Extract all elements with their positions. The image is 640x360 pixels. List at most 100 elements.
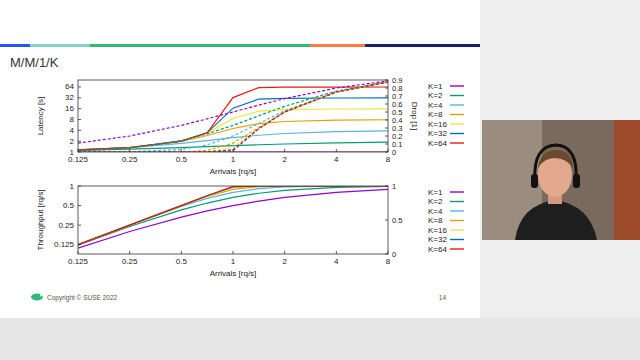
y-tick bbox=[78, 119, 81, 120]
y2-tick bbox=[385, 120, 388, 121]
y2-tick bbox=[385, 186, 388, 187]
series-line bbox=[78, 189, 388, 248]
x-tick-label: 1 bbox=[231, 257, 236, 266]
y2-tick-label: 0.8 bbox=[392, 84, 402, 93]
x-tick-label: 0.5 bbox=[176, 257, 188, 266]
y2-tick-label: 0.5 bbox=[392, 108, 402, 117]
y2-tick bbox=[385, 112, 388, 113]
webcam-shirt bbox=[515, 200, 597, 240]
y2-tick bbox=[385, 88, 388, 89]
slide-background bbox=[0, 0, 480, 318]
chart: 0.1250.250.512480.1250.250.5100.51Arriva… bbox=[36, 182, 465, 279]
series-line bbox=[78, 186, 388, 245]
y2-tick-label: 0.2 bbox=[392, 132, 402, 141]
y-tick bbox=[78, 108, 81, 109]
y-tick-label: 1 bbox=[70, 182, 75, 191]
legend-swatch bbox=[450, 229, 464, 230]
y2-tick bbox=[385, 128, 388, 129]
legend-swatch bbox=[450, 201, 464, 202]
y2-tick bbox=[385, 80, 388, 81]
x-tick-label: 4 bbox=[334, 257, 339, 266]
series-line bbox=[78, 186, 388, 245]
series-line bbox=[78, 186, 388, 245]
y2-tick-label: 1 bbox=[392, 182, 396, 191]
y-tick bbox=[78, 130, 81, 131]
y-tick bbox=[78, 141, 81, 142]
legend: K=1K=2K=4K=8K=16K=32K=64 bbox=[428, 188, 464, 254]
y2-tick-label: 0.4 bbox=[392, 116, 402, 125]
series-line bbox=[78, 87, 388, 150]
plot-lines bbox=[78, 81, 388, 152]
x-tick bbox=[129, 149, 130, 152]
y-tick-label: 32 bbox=[65, 93, 74, 102]
drop-line bbox=[78, 82, 388, 152]
x-axis-title: Arrivals [rq/s] bbox=[210, 269, 257, 278]
x-tick bbox=[181, 251, 182, 254]
suse-logo-eye bbox=[40, 295, 42, 297]
legend-label: K=4 bbox=[428, 101, 443, 110]
suse-logo bbox=[31, 294, 43, 301]
legend-label: K=2 bbox=[428, 197, 443, 206]
legend-swatch bbox=[450, 210, 464, 211]
legend-label: K=16 bbox=[428, 120, 447, 129]
y-tick bbox=[78, 205, 81, 206]
x-tick-label: 8 bbox=[386, 257, 391, 266]
drop-line bbox=[78, 82, 388, 152]
legend-swatch bbox=[450, 142, 464, 143]
y-tick bbox=[78, 86, 81, 87]
legend: K=1K=2K=4K=8K=16K=32K=64 bbox=[428, 82, 464, 148]
y-tick bbox=[78, 152, 81, 153]
x-tick bbox=[181, 149, 182, 152]
x-tick bbox=[233, 149, 234, 152]
legend-swatch bbox=[450, 220, 464, 221]
series-line bbox=[78, 186, 388, 245]
legend-label: K=1 bbox=[428, 188, 443, 197]
webcam-background bbox=[482, 120, 640, 240]
x-tick bbox=[78, 149, 79, 152]
webcam bbox=[482, 120, 640, 240]
x-tick-label: 4 bbox=[334, 155, 339, 164]
legend-label: K=8 bbox=[428, 110, 443, 119]
x-tick-label: 2 bbox=[282, 257, 287, 266]
drop-line bbox=[78, 82, 388, 152]
y-axis-title: Latency [s] bbox=[36, 97, 45, 136]
header-bar bbox=[90, 44, 310, 47]
drop-line bbox=[78, 82, 388, 152]
y2-tick-label: 0.3 bbox=[392, 124, 402, 133]
y2-tick bbox=[385, 254, 388, 255]
y2-axis-title: Drop [1] bbox=[410, 102, 419, 130]
y-tick bbox=[78, 186, 81, 187]
y2-tick bbox=[385, 96, 388, 97]
x-tick-label: 0.5 bbox=[176, 155, 188, 164]
y-tick-label: 0.5 bbox=[63, 201, 75, 210]
legend-label: K=1 bbox=[428, 82, 443, 91]
y-tick-label: 0.125 bbox=[54, 240, 75, 249]
series-line bbox=[78, 98, 388, 150]
legend-label: K=8 bbox=[428, 216, 443, 225]
y2-tick-label: 0.5 bbox=[392, 216, 402, 225]
webcam-earcup bbox=[573, 174, 580, 188]
x-tick bbox=[336, 149, 337, 152]
legend-label: K=4 bbox=[428, 207, 443, 216]
x-tick bbox=[284, 251, 285, 254]
y2-tick-label: 0.7 bbox=[392, 92, 402, 101]
drop-line bbox=[78, 82, 388, 152]
plot-frame bbox=[78, 186, 388, 254]
footer-text: Copyright © SUSE 2022 bbox=[47, 294, 118, 302]
x-tick bbox=[78, 251, 79, 254]
y-tick-label: 64 bbox=[65, 82, 74, 91]
webcam-headphones bbox=[535, 145, 576, 180]
y-tick-label: 8 bbox=[70, 115, 75, 124]
legend-swatch bbox=[450, 104, 464, 105]
y2-tick bbox=[385, 104, 388, 105]
y-tick bbox=[78, 97, 81, 98]
x-tick-label: 2 bbox=[282, 155, 287, 164]
y-tick bbox=[78, 225, 81, 226]
y-tick bbox=[78, 244, 81, 245]
y-tick-label: 4 bbox=[70, 126, 75, 135]
legend-swatch bbox=[450, 85, 464, 86]
y-tick-label: 16 bbox=[65, 104, 74, 113]
series-line bbox=[78, 120, 388, 150]
series-line bbox=[78, 186, 388, 245]
webcam-door bbox=[614, 120, 640, 240]
